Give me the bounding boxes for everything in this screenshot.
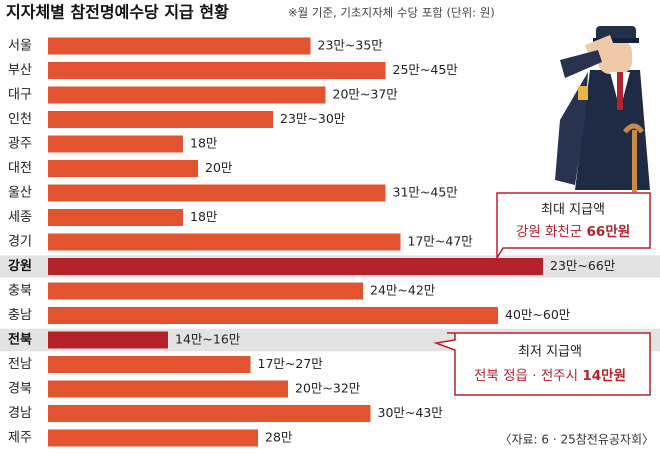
bar bbox=[48, 429, 258, 447]
value-label: 20만 bbox=[205, 160, 233, 175]
bar bbox=[48, 258, 543, 275]
bar bbox=[48, 331, 168, 349]
value-label: 17만~27만 bbox=[258, 356, 324, 371]
bar bbox=[48, 111, 273, 128]
bar bbox=[48, 160, 198, 177]
value-label: 23만~66만 bbox=[550, 258, 616, 273]
callout-title: 최저 지급액 bbox=[518, 345, 582, 360]
source: 〈자료: 6 · 25참전유공자회〉 bbox=[499, 433, 654, 447]
bar bbox=[48, 62, 386, 79]
bar bbox=[48, 86, 326, 104]
callout-amount: 14만원 bbox=[582, 368, 626, 384]
category-label: 인천 bbox=[8, 112, 32, 127]
bar bbox=[48, 307, 498, 324]
category-label: 전북 bbox=[8, 332, 32, 348]
value-label: 14만~16만 bbox=[175, 332, 241, 347]
value-label: 18만 bbox=[190, 136, 218, 151]
value-label: 31만~45만 bbox=[393, 185, 459, 200]
category-label: 광주 bbox=[8, 137, 32, 152]
value-label: 25만~45만 bbox=[393, 62, 459, 77]
bar bbox=[48, 233, 401, 251]
chart-subtitle: ※월 기준, 기초지자체 수당 포함 (단위: 원) bbox=[288, 6, 495, 20]
value-label: 20만~32만 bbox=[295, 381, 361, 396]
callout-place: 전북 정읍 · 전주시 bbox=[474, 368, 578, 384]
callout-place: 강원 화천군 bbox=[516, 224, 582, 240]
max-callout: 최대 지급액 강원 화천군 66만원 bbox=[496, 192, 651, 261]
value-label: 23만~30만 bbox=[280, 111, 346, 126]
value-label: 17만~47만 bbox=[408, 234, 474, 249]
bar bbox=[48, 37, 311, 55]
category-label: 대구 bbox=[8, 88, 32, 103]
category-label: 경남 bbox=[8, 406, 32, 421]
category-label: 서울 bbox=[8, 39, 32, 54]
bar bbox=[48, 209, 183, 226]
value-label: 18만 bbox=[190, 209, 218, 224]
callout-title: 최대 지급액 bbox=[541, 203, 605, 218]
chart-title: 지자체별 참전명예수당 지급 현황 bbox=[6, 3, 229, 22]
value-label: 23만~35만 bbox=[318, 38, 384, 53]
category-label: 강원 bbox=[8, 258, 32, 274]
category-label: 부산 bbox=[8, 63, 32, 78]
value-label: 20만~37만 bbox=[333, 87, 399, 102]
category-label: 전남 bbox=[8, 357, 32, 372]
callout-text: 강원 화천군 66만원 bbox=[516, 224, 630, 240]
category-label: 경기 bbox=[8, 235, 32, 250]
bar bbox=[48, 135, 183, 153]
bar bbox=[48, 405, 371, 422]
category-label: 충북 bbox=[8, 284, 32, 299]
value-label: 24만~42만 bbox=[370, 283, 436, 298]
min-callout: 최저 지급액 전북 정읍 · 전주시 14만원 bbox=[433, 332, 651, 396]
category-label: 세종 bbox=[8, 210, 32, 225]
category-label: 경북 bbox=[8, 382, 32, 397]
bar bbox=[48, 356, 251, 373]
value-label: 40만~60만 bbox=[505, 307, 571, 322]
category-label: 제주 bbox=[8, 431, 32, 446]
category-label: 충남 bbox=[8, 308, 32, 323]
value-label: 28만 bbox=[265, 430, 293, 445]
bar bbox=[48, 184, 386, 202]
bar bbox=[48, 380, 288, 398]
veteran-illustration bbox=[555, 26, 650, 192]
category-label: 대전 bbox=[8, 161, 32, 176]
callout-amount: 66만원 bbox=[587, 224, 631, 240]
bar bbox=[48, 282, 363, 300]
category-label: 울산 bbox=[8, 186, 32, 201]
value-label: 30만~43만 bbox=[378, 405, 444, 420]
callout-text: 전북 정읍 · 전주시 14만원 bbox=[474, 368, 626, 384]
